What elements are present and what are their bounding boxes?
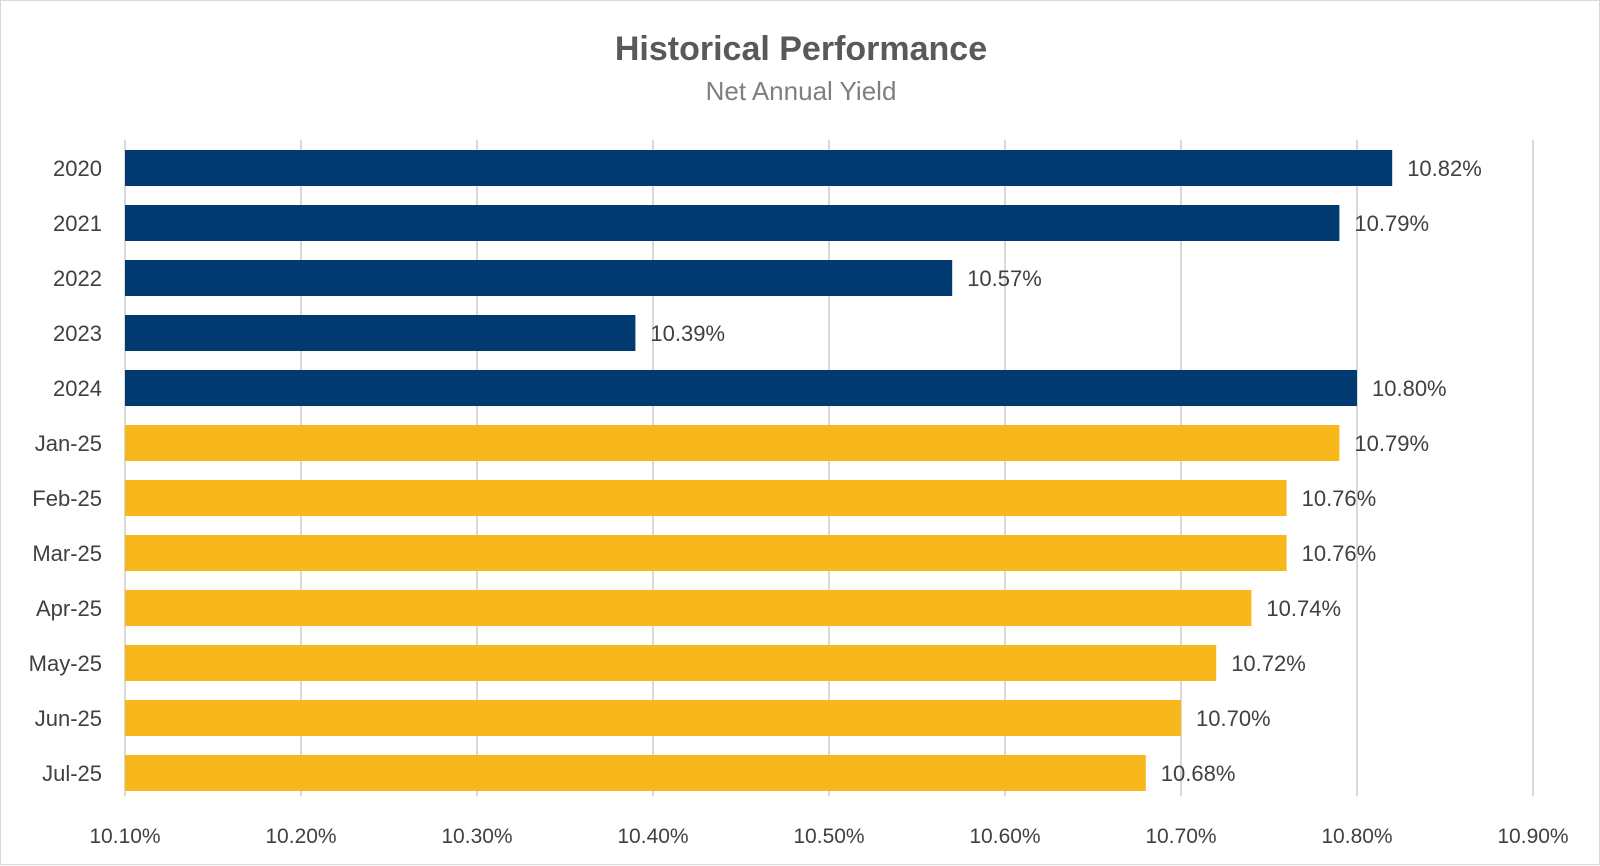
category-label: Jan-25 <box>35 431 102 456</box>
chart-title: Historical Performance <box>615 30 987 68</box>
x-tick-label: 10.20% <box>265 825 336 848</box>
category-label: May-25 <box>29 651 102 676</box>
data-label: 10.79% <box>1354 211 1429 236</box>
data-label: 10.68% <box>1161 761 1236 786</box>
bar <box>125 425 1340 461</box>
x-tick-label: 10.70% <box>1145 825 1216 848</box>
category-label: Mar-25 <box>32 541 102 566</box>
category-label: 2021 <box>53 211 102 236</box>
category-label: Jul-25 <box>42 761 102 786</box>
bar <box>125 755 1146 791</box>
gridlines <box>124 140 1534 796</box>
data-label: 10.76% <box>1302 541 1377 566</box>
data-label: 10.70% <box>1196 706 1271 731</box>
bar <box>125 535 1287 571</box>
x-tick-label: 10.60% <box>969 825 1040 848</box>
category-label: 2024 <box>53 376 102 401</box>
bar <box>125 205 1340 241</box>
bar <box>125 370 1357 406</box>
x-tick-label: 10.10% <box>89 825 160 848</box>
x-tick-label: 10.50% <box>793 825 864 848</box>
bar <box>125 590 1252 626</box>
data-label: 10.72% <box>1231 651 1306 676</box>
category-label: Feb-25 <box>32 486 102 511</box>
category-label: 2022 <box>53 266 102 291</box>
bar <box>125 260 953 296</box>
data-label: 10.79% <box>1354 431 1429 456</box>
data-label: 10.80% <box>1372 376 1447 401</box>
data-label: 10.74% <box>1266 596 1341 621</box>
bar <box>125 315 636 351</box>
category-label: Apr-25 <box>36 596 102 621</box>
x-tick-label: 10.80% <box>1321 825 1392 848</box>
x-tick-label: 10.30% <box>441 825 512 848</box>
category-label: Jun-25 <box>35 706 102 731</box>
data-label: 10.76% <box>1302 486 1377 511</box>
bar <box>125 150 1393 186</box>
data-label: 10.57% <box>967 266 1042 291</box>
bar <box>125 700 1181 736</box>
data-label: 10.39% <box>650 321 725 346</box>
bar <box>125 645 1217 681</box>
data-label: 10.82% <box>1407 156 1482 181</box>
x-tick-label: 10.40% <box>617 825 688 848</box>
bars <box>125 150 1393 791</box>
value-axis: 10.10% 10.20% 10.30% 10.40% 10.50% 10.60% 10.7… <box>89 825 1568 848</box>
category-label: 2023 <box>53 321 102 346</box>
x-tick-label: 10.90% <box>1497 825 1568 848</box>
bar <box>125 480 1287 516</box>
chart-subtitle: Net Annual Yield <box>706 76 897 106</box>
category-label: 2020 <box>53 156 102 181</box>
category-axis: 2020 2021 2022 2023 2024 Jan-25 Feb-25 Mar-25 Ap… <box>29 156 102 786</box>
data-labels: 10.82% 10.79% 10.57% 10.39% 10.80% 10.79% 10.7… <box>650 156 1481 786</box>
